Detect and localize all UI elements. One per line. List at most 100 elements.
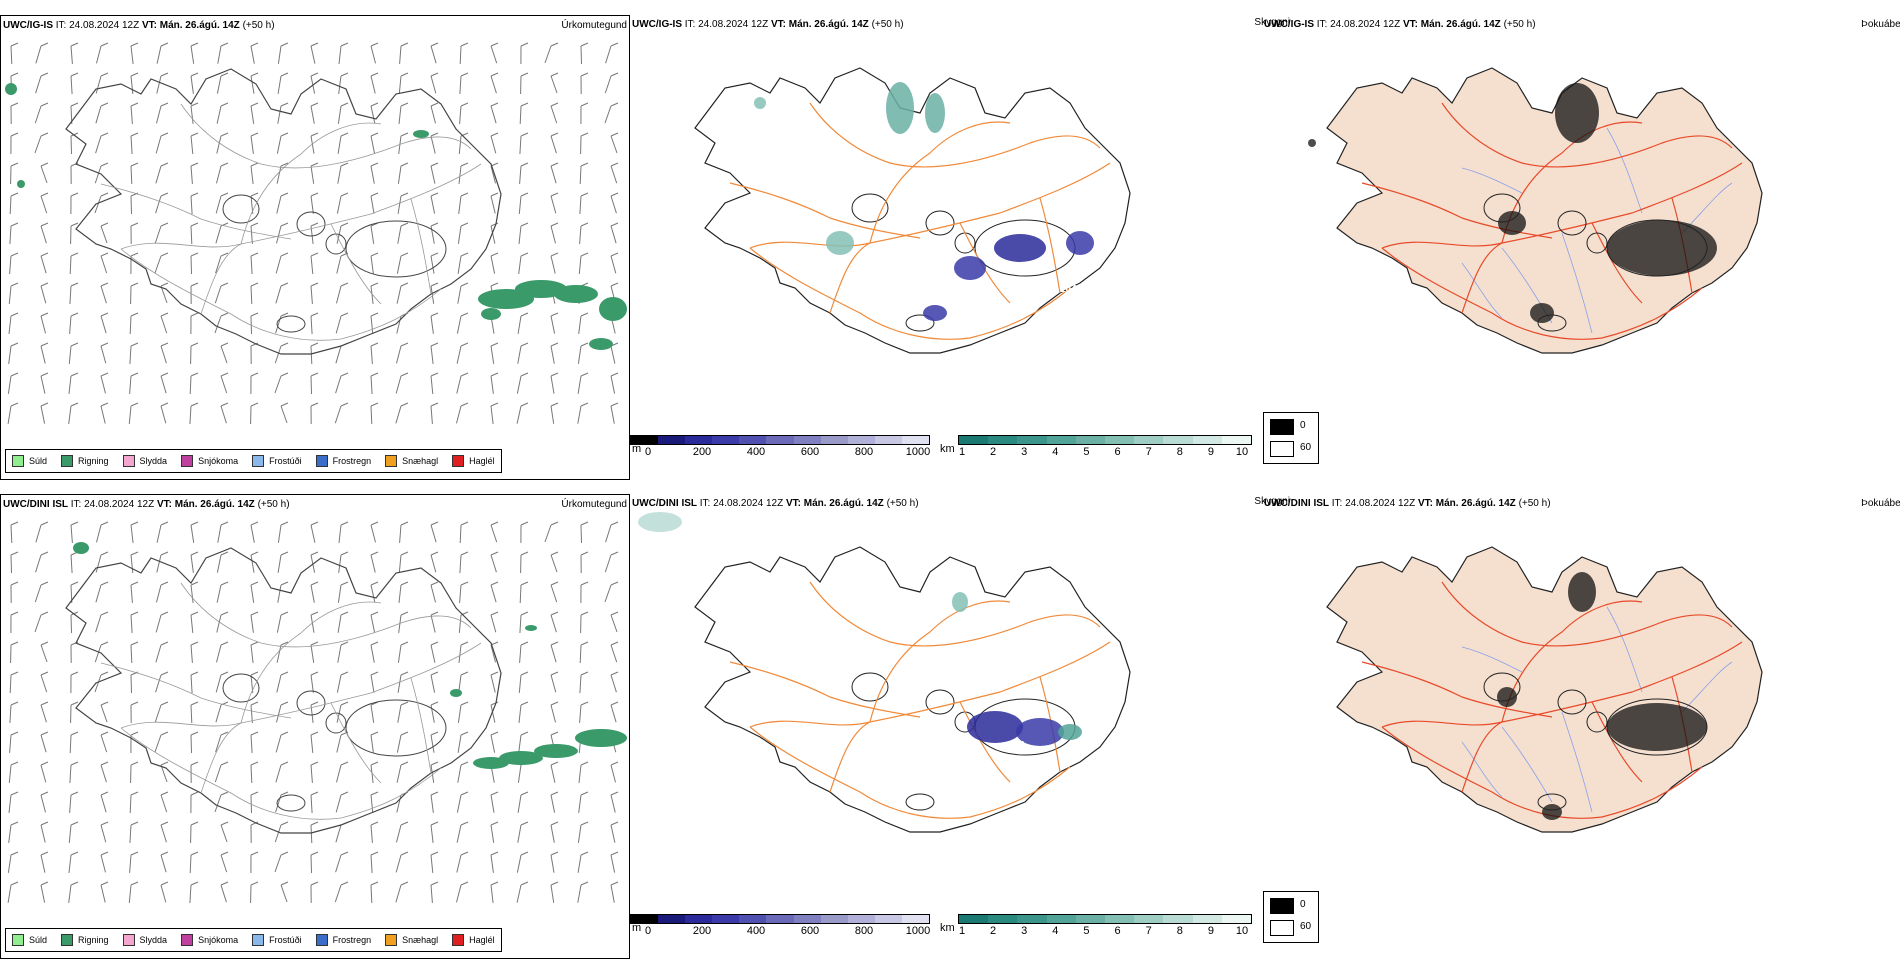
wind-barb-flag xyxy=(71,403,78,406)
wind-barb-flag xyxy=(521,343,528,346)
wind-barb-flag xyxy=(521,612,528,615)
wind-barb xyxy=(518,825,521,843)
wind-barb xyxy=(611,196,616,213)
wind-barb-flag xyxy=(371,582,378,585)
colorbar-tick-label: 2 xyxy=(990,925,996,937)
wind-barb-flag xyxy=(521,103,528,106)
wind-barb xyxy=(338,166,341,184)
wind-barb xyxy=(276,765,281,782)
wind-barb-flag xyxy=(161,642,168,645)
precip-type-title: Úrkomutegund xyxy=(561,20,627,31)
wind-barb xyxy=(551,825,554,843)
wind-barb-flag xyxy=(11,223,18,226)
wind-barb xyxy=(278,585,281,603)
wind-barb-flag xyxy=(371,852,378,855)
legend-swatch xyxy=(12,934,24,946)
wind-barb-flag xyxy=(221,612,228,615)
wind-barb-flag xyxy=(281,522,288,525)
wind-barb xyxy=(101,885,105,903)
colorbar-tick-label: 1 xyxy=(959,446,965,458)
wind-barb-flag xyxy=(221,822,228,825)
wind-barbs xyxy=(8,522,618,903)
colorbar-tick-label: 0 xyxy=(645,446,651,458)
wind-barb-flag xyxy=(311,552,318,555)
wind-barb-flag xyxy=(101,403,108,406)
wind-barb xyxy=(491,196,495,214)
wind-barb xyxy=(101,855,106,872)
colorbar-tick-label: 4 xyxy=(1052,925,1058,937)
wind-barb xyxy=(101,316,106,333)
wind-barb-flag xyxy=(401,672,408,675)
wind-barb-flag xyxy=(341,373,348,376)
legend-label: Slydda xyxy=(140,935,168,945)
fog-map-top xyxy=(1262,33,1892,433)
rain-area xyxy=(575,729,627,747)
wind-barb-flag xyxy=(461,343,468,346)
wind-barb xyxy=(101,346,106,363)
wind-barb-flag xyxy=(491,732,498,735)
wind-barb-flag xyxy=(11,672,18,675)
wind-barb xyxy=(431,106,436,123)
legend-swatch xyxy=(316,934,328,946)
wind-barb-flag xyxy=(161,552,168,555)
wind-barb-flag xyxy=(611,882,618,885)
wind-barb-flag xyxy=(431,373,438,376)
wind-barb xyxy=(41,166,47,183)
rain-areas xyxy=(73,542,627,769)
panel-title: UWC/DINI ISL IT: 24.08.2024 12Z VT: Mán.… xyxy=(3,499,290,510)
wind-barb-flag xyxy=(461,852,468,855)
wind-barb xyxy=(551,705,556,722)
wind-barb xyxy=(611,675,616,692)
wind-barb-flag xyxy=(581,403,588,406)
wind-barb-flag xyxy=(551,762,558,765)
wind-barb-flag xyxy=(161,103,168,106)
wind-barb xyxy=(217,106,221,124)
wind-barb-flag xyxy=(41,253,48,256)
colorbar-tick-label: 5 xyxy=(1083,925,1089,937)
wind-barb-flag xyxy=(341,702,348,705)
legend-swatch xyxy=(181,934,193,946)
wind-barb-flag xyxy=(131,163,138,166)
wind-barb xyxy=(371,406,372,424)
wind-barb xyxy=(156,675,161,692)
wind-barb-flag xyxy=(461,403,468,406)
legend-swatch xyxy=(123,934,135,946)
fog-legend-high: 0 xyxy=(1300,899,1306,910)
wind-barb-flag xyxy=(401,552,408,555)
wind-barb-flag xyxy=(161,882,168,885)
wind-barb xyxy=(517,885,521,903)
wind-barb-flag xyxy=(251,133,258,136)
wind-barb xyxy=(338,645,341,663)
wind-barb xyxy=(580,196,581,214)
wind-barb xyxy=(336,316,341,333)
wind-barb xyxy=(551,765,555,783)
wind-barb-flag xyxy=(401,642,408,645)
low-cloud-area xyxy=(994,234,1046,262)
wind-barb xyxy=(35,615,41,632)
wind-barb xyxy=(551,136,556,153)
wind-barb-flag xyxy=(191,343,198,346)
wind-barb xyxy=(311,645,314,663)
wind-barb xyxy=(491,855,493,873)
wind-barb xyxy=(581,46,582,64)
precip-panel-top: UWC/IG-IS IT: 24.08.2024 12Z VT: Mán. 26… xyxy=(0,15,630,480)
wind-barb xyxy=(551,346,554,364)
wind-barb xyxy=(431,406,432,424)
wind-barb xyxy=(611,166,617,183)
wind-barb-flag xyxy=(371,522,378,525)
iceland-outline xyxy=(695,547,1130,832)
wind-barb xyxy=(397,286,401,304)
wind-barb xyxy=(191,555,193,573)
legend-label: Snæhagl xyxy=(402,935,438,945)
wind-barb xyxy=(551,166,556,183)
wind-barb-flag xyxy=(251,223,258,226)
wind-barb-flag xyxy=(131,313,138,316)
visibility-panel-top: UWC/IG-IS IT: 24.08.2024 12Z VT: Mán. 26… xyxy=(630,15,1260,480)
wind-barb xyxy=(161,825,166,842)
wind-barb-flag xyxy=(431,672,438,675)
wind-barb xyxy=(611,795,615,813)
wind-barb-flag xyxy=(581,253,588,256)
wind-barb xyxy=(161,885,166,902)
wind-barb-flag xyxy=(491,582,498,585)
